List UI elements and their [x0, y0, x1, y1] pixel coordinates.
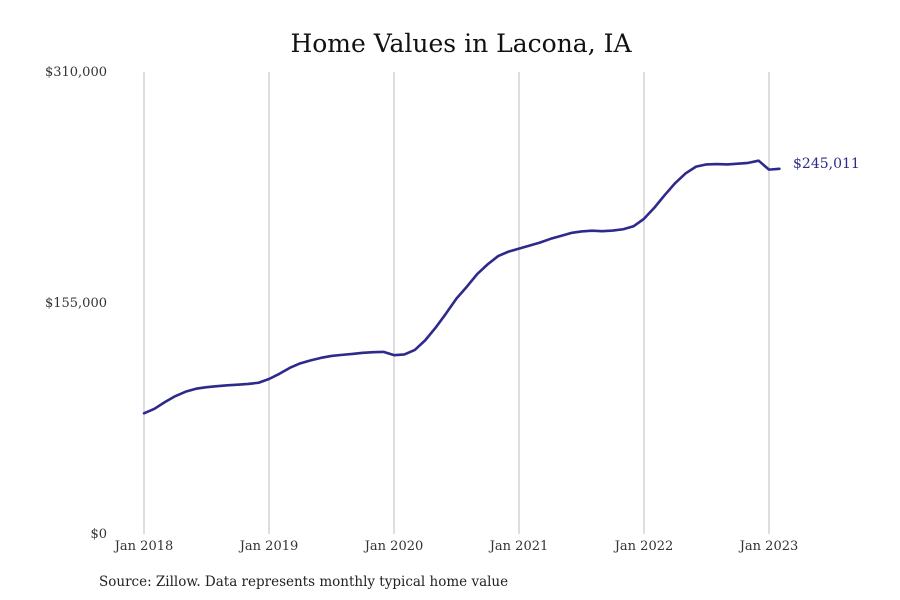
home-value-series-line	[142, 159, 781, 415]
x-tick-label: Jan 2020	[363, 539, 424, 554]
vertical-gridlines	[143, 72, 770, 534]
x-tick-label: Jan 2023	[738, 539, 799, 554]
x-tick-label: Jan 2021	[488, 539, 549, 554]
y-tick-label: $155,000	[45, 296, 107, 311]
x-axis-tick-labels: Jan 2018 Jan 2019 Jan 2020 Jan 2021 Jan 2022…	[113, 539, 799, 554]
x-tick-label: Jan 2019	[238, 539, 299, 554]
x-tick-label: Jan 2018	[113, 539, 174, 554]
y-tick-label: $310,000	[45, 65, 107, 80]
chart-title: Home Values in Lacona, IA	[290, 29, 632, 58]
y-tick-label: $0	[90, 527, 107, 542]
source-note: Source: Zillow. Data represents monthly …	[99, 574, 508, 590]
y-axis-tick-labels: $310,000 $155,000 $0	[45, 65, 107, 542]
x-tick-label: Jan 2022	[613, 539, 674, 554]
latest-value-label: $245,011	[793, 156, 860, 172]
